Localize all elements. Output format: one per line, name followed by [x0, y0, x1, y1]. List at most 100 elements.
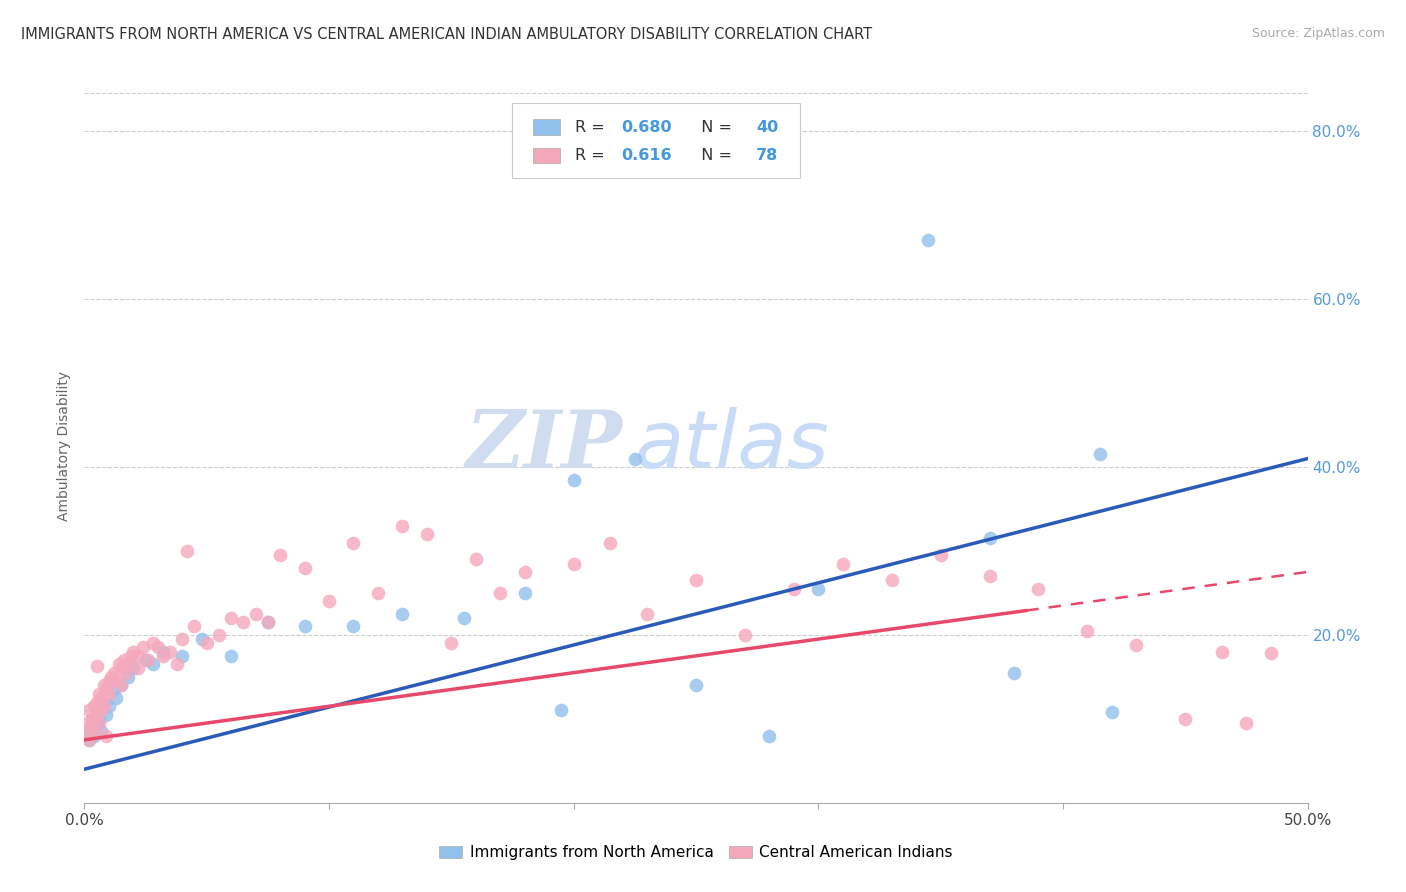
- Point: [1088, 447, 1111, 461]
- Point: [269, 548, 291, 562]
- Point: [115, 665, 138, 680]
- Point: [110, 661, 132, 675]
- Point: [159, 645, 181, 659]
- Text: atlas: atlas: [636, 407, 830, 485]
- Point: [342, 619, 364, 633]
- Point: [146, 640, 169, 655]
- Point: [93, 678, 115, 692]
- Point: [758, 729, 780, 743]
- Point: [440, 636, 463, 650]
- Point: [76, 724, 98, 739]
- Y-axis label: Ambulatory Disability: Ambulatory Disability: [58, 371, 72, 521]
- Point: [87, 687, 110, 701]
- Point: [97, 674, 120, 689]
- Point: [142, 636, 165, 650]
- Point: [599, 535, 621, 549]
- Point: [807, 582, 830, 596]
- Point: [1236, 716, 1258, 731]
- Point: [77, 732, 100, 747]
- Point: [96, 682, 118, 697]
- Point: [257, 615, 280, 630]
- Point: [152, 648, 174, 663]
- Point: [636, 607, 658, 621]
- Point: [142, 657, 165, 672]
- Point: [191, 632, 214, 646]
- Point: [136, 653, 159, 667]
- Point: [367, 586, 389, 600]
- Point: [120, 648, 142, 663]
- Point: [391, 607, 413, 621]
- Point: [96, 707, 118, 722]
- Point: [90, 703, 112, 717]
- Point: [979, 532, 1001, 546]
- Point: [86, 659, 108, 673]
- Point: [831, 557, 853, 571]
- Point: [342, 535, 364, 549]
- Point: [105, 674, 128, 689]
- Point: [183, 619, 205, 633]
- Point: [1211, 645, 1233, 659]
- Point: [132, 640, 155, 655]
- Point: [685, 574, 707, 588]
- Point: [112, 653, 135, 667]
- Point: [1076, 624, 1098, 638]
- Point: [318, 594, 340, 608]
- Point: [110, 678, 132, 692]
- Point: [122, 645, 145, 659]
- Point: [294, 619, 316, 633]
- Point: [917, 233, 939, 247]
- Point: [86, 707, 108, 722]
- Point: [86, 716, 108, 731]
- FancyBboxPatch shape: [533, 120, 560, 135]
- Point: [562, 557, 585, 571]
- Point: [96, 729, 118, 743]
- Point: [80, 712, 103, 726]
- Point: [93, 699, 115, 714]
- Point: [195, 636, 218, 650]
- Point: [127, 648, 149, 663]
- Legend: Immigrants from North America, Central American Indians: Immigrants from North America, Central A…: [433, 839, 959, 866]
- Point: [97, 687, 120, 701]
- Text: 40: 40: [756, 120, 778, 135]
- Point: [80, 712, 103, 726]
- Point: [464, 552, 486, 566]
- Point: [103, 665, 125, 680]
- Text: IMMIGRANTS FROM NORTH AMERICA VS CENTRAL AMERICAN INDIAN AMBULATORY DISABILITY C: IMMIGRANTS FROM NORTH AMERICA VS CENTRAL…: [21, 27, 872, 42]
- Point: [152, 645, 174, 659]
- Point: [257, 615, 280, 630]
- Point: [107, 657, 129, 672]
- Point: [1260, 646, 1282, 660]
- Text: 0.680: 0.680: [621, 120, 672, 135]
- Point: [122, 661, 145, 675]
- FancyBboxPatch shape: [533, 148, 560, 163]
- Text: N =: N =: [692, 120, 737, 135]
- Point: [97, 699, 120, 714]
- Point: [100, 670, 122, 684]
- Point: [929, 548, 952, 562]
- FancyBboxPatch shape: [513, 103, 800, 178]
- Point: [117, 670, 139, 684]
- Point: [76, 716, 98, 731]
- Point: [734, 628, 756, 642]
- Point: [135, 653, 157, 667]
- Point: [80, 720, 103, 734]
- Point: [77, 732, 100, 747]
- Point: [93, 695, 115, 709]
- Point: [513, 565, 536, 579]
- Point: [453, 611, 475, 625]
- Text: 78: 78: [756, 148, 778, 163]
- Point: [76, 724, 98, 739]
- Point: [105, 690, 128, 705]
- Point: [391, 518, 413, 533]
- Point: [979, 569, 1001, 583]
- Point: [489, 586, 512, 600]
- Point: [86, 703, 108, 717]
- Point: [83, 729, 105, 743]
- Point: [1101, 705, 1123, 719]
- Point: [87, 716, 110, 731]
- Point: [416, 527, 439, 541]
- Text: R =: R =: [575, 148, 614, 163]
- Point: [172, 632, 194, 646]
- Point: [880, 574, 903, 588]
- Point: [83, 699, 105, 714]
